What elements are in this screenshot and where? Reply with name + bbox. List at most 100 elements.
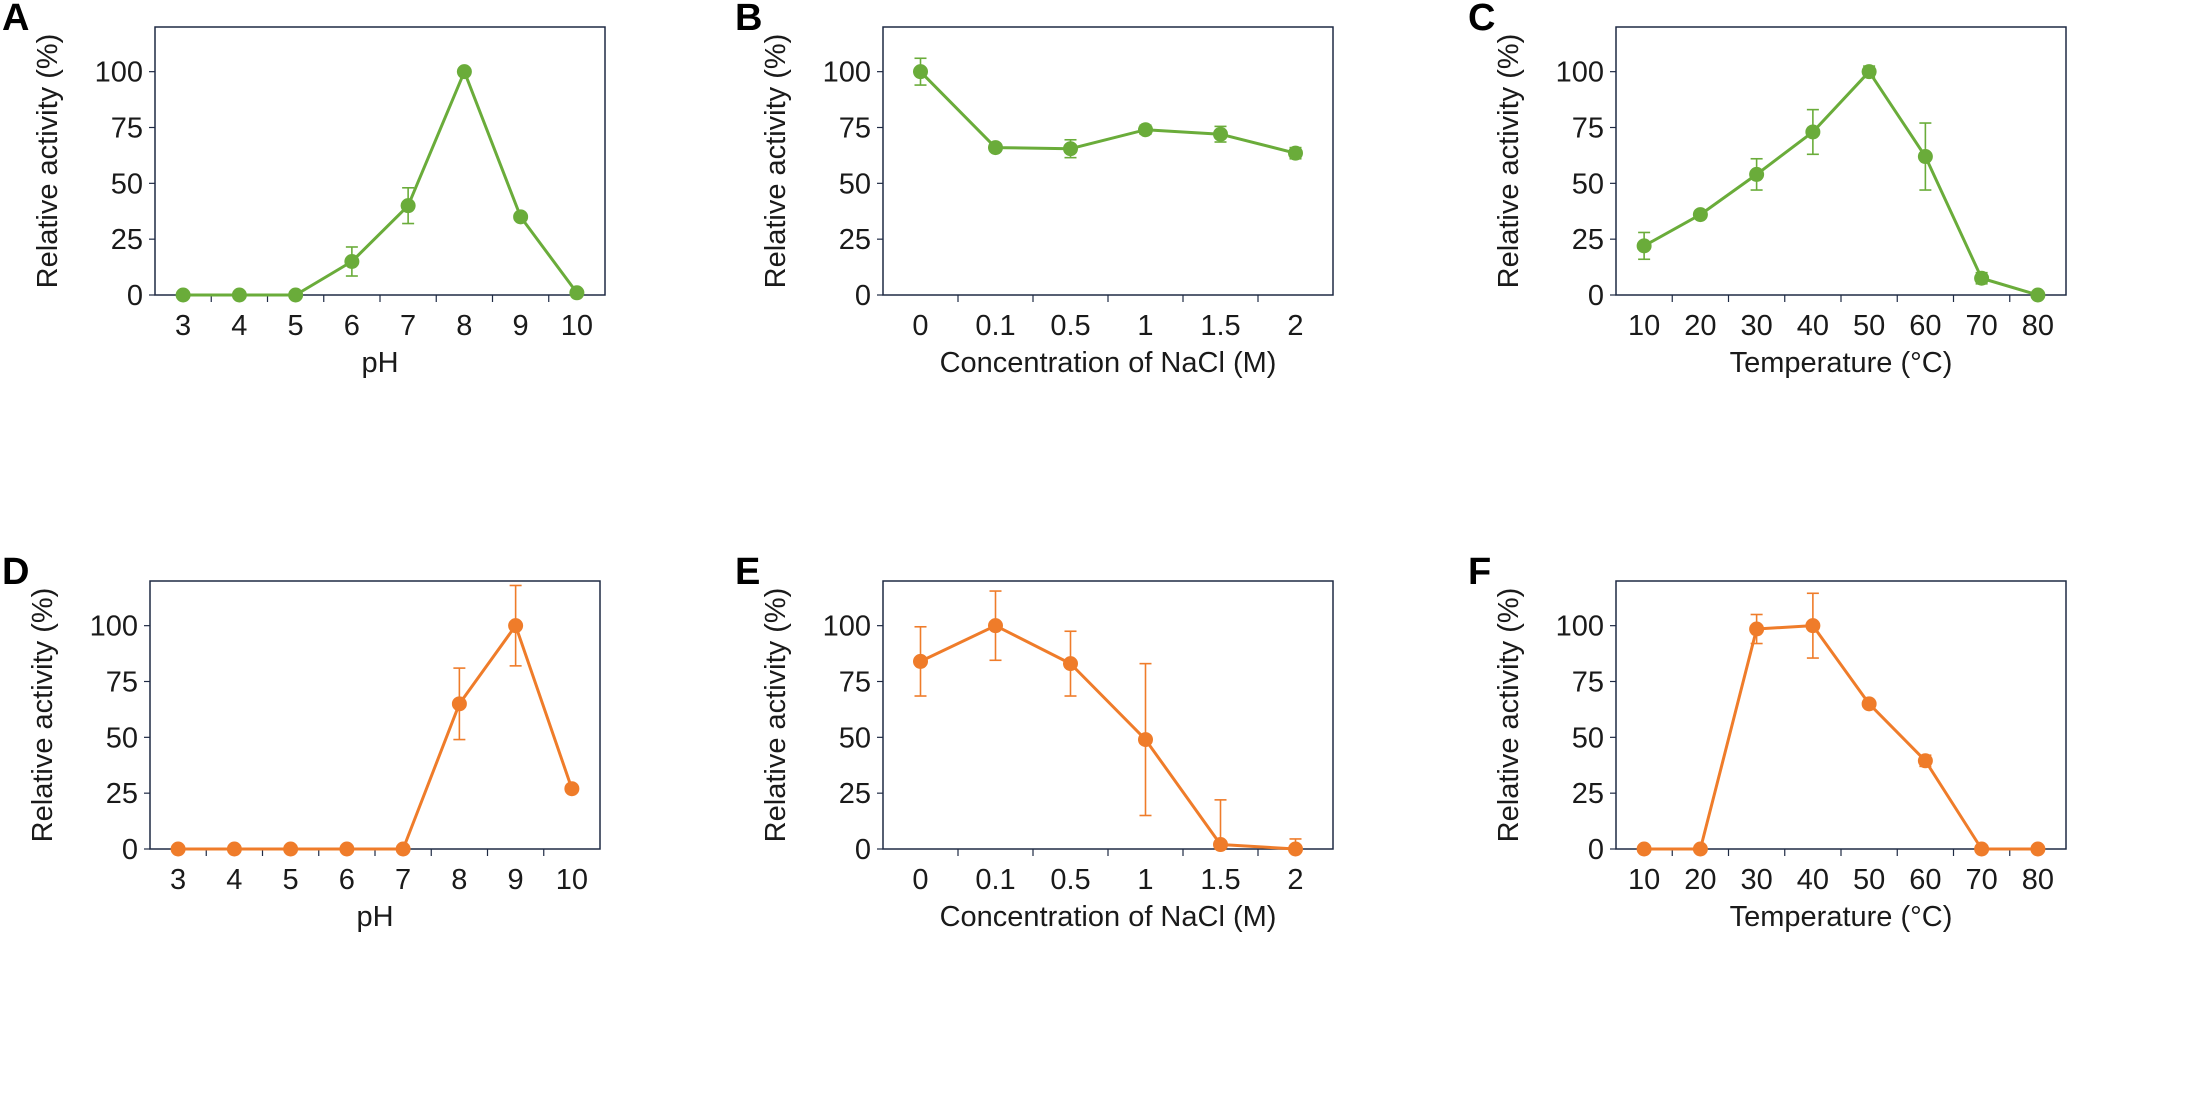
data-point: [1861, 696, 1877, 712]
data-point: [395, 841, 411, 857]
x-tick-label: 1: [1137, 864, 1153, 896]
y-axis-label: Relative activity (%): [760, 588, 792, 843]
x-tick-label: 8: [456, 310, 472, 342]
data-point: [400, 198, 416, 214]
data-point: [1063, 141, 1078, 157]
plot-frame: [882, 580, 1334, 850]
data-point: [344, 254, 360, 269]
data-point: [288, 287, 304, 303]
data-point: [913, 64, 928, 80]
y-tick-label: 100: [1556, 57, 1604, 89]
y-tick-label: 100: [823, 57, 871, 89]
data-point: [1138, 122, 1153, 138]
x-tick-labels: 10 20 30 40 50 60 70 80: [1628, 849, 2054, 896]
y-tick-label: 25: [839, 778, 871, 810]
data-series: [913, 590, 1303, 857]
y-tick-label: 75: [839, 113, 871, 145]
x-axis-label: Concentration of NaCl (M): [940, 901, 1277, 933]
y-tick-label: 0: [855, 834, 871, 866]
y-tick-label: 0: [122, 834, 138, 866]
x-tick-label: 0.1: [975, 864, 1015, 896]
series-line: [1643, 70, 2039, 297]
y-axis-label: Relative activity (%): [1493, 588, 1525, 843]
x-tick-label: 9: [513, 310, 529, 342]
series-line: [919, 624, 1296, 851]
y-tick-label: 75: [106, 667, 138, 699]
y-tick-label: 25: [1572, 778, 1604, 810]
y-tick-label: 0: [855, 280, 871, 312]
panel-d: D 0 25 50 75 100 3 4 5 6 7 8 9 10 Relative activity…: [0, 551, 733, 1107]
series-line: [183, 70, 579, 297]
x-tick-label: 70: [1965, 864, 1997, 896]
data-point: [1974, 270, 1990, 286]
data-point: [1063, 656, 1078, 672]
data-point: [456, 64, 472, 80]
x-tick-label: 10: [1628, 310, 1660, 342]
x-tick-label: 5: [288, 310, 304, 342]
plot-frame: [1615, 26, 2067, 296]
x-tick-label: 70: [1965, 310, 1997, 342]
y-axis-label: Relative activity (%): [27, 588, 59, 843]
data-point: [1288, 145, 1303, 161]
y-tick-label: 75: [1572, 667, 1604, 699]
x-tick-label: 6: [344, 310, 360, 342]
data-point: [451, 696, 467, 712]
y-tick-label: 50: [1572, 722, 1604, 754]
data-series: [913, 57, 1303, 161]
x-tick-label: 3: [170, 864, 186, 896]
data-series: [175, 64, 585, 303]
x-tick-label: 10: [1628, 864, 1660, 896]
x-tick-label: 40: [1797, 864, 1829, 896]
x-tick-labels: 0 0.1 0.5 1 1.5 2: [912, 849, 1304, 896]
x-tick-label: 0: [912, 864, 928, 896]
data-point: [175, 287, 191, 303]
data-point: [170, 841, 186, 857]
x-tick-label: 2: [1287, 310, 1303, 342]
data-point: [988, 140, 1003, 156]
x-tick-label: 20: [1684, 864, 1716, 896]
data-point: [513, 209, 529, 225]
panel-b-label: B: [735, 0, 762, 39]
x-tick-label: 30: [1740, 864, 1772, 896]
y-tick-label: 0: [1588, 834, 1604, 866]
y-tick-label: 50: [106, 722, 138, 754]
x-tick-label: 5: [283, 864, 299, 896]
y-tick-label: 0: [127, 280, 143, 312]
panel-f: F 0 25 50 75 100 10 20 30 40 50 60 70 80 Relative a…: [1466, 551, 2199, 1107]
panel-d-label: D: [2, 551, 29, 593]
panel-a: A 0 25 50 75 100 3 4 5 6 7 8 9 10 Relative activity…: [0, 0, 733, 553]
data-point: [1861, 64, 1877, 80]
x-tick-label: 2: [1287, 864, 1303, 896]
data-point: [231, 287, 247, 303]
data-point: [2030, 287, 2046, 303]
data-point: [1213, 126, 1228, 142]
data-point: [1692, 207, 1708, 223]
plot-frame: [149, 580, 601, 850]
x-tick-labels: 3 4 5 6 7 8 9 10: [175, 295, 593, 342]
data-point: [1213, 837, 1228, 853]
panel-d-chart: D 0 25 50 75 100 3 4 5 6 7 8 9 10 Relative activity…: [2, 551, 601, 933]
data-series: [170, 584, 580, 857]
x-tick-label: 60: [1909, 864, 1941, 896]
panel-e-label: E: [735, 551, 760, 593]
x-tick-label: 50: [1853, 310, 1885, 342]
y-tick-label: 50: [839, 168, 871, 200]
data-point: [1636, 841, 1652, 857]
x-tick-label: 30: [1740, 310, 1772, 342]
data-point: [1749, 621, 1765, 637]
data-point: [1138, 732, 1153, 748]
y-axis-label: Relative activity (%): [32, 34, 64, 289]
panel-f-label: F: [1468, 551, 1491, 593]
y-tick-label: 75: [111, 113, 143, 145]
x-tick-label: 80: [2022, 864, 2054, 896]
y-tick-label: 100: [1556, 611, 1604, 643]
y-tick-label: 100: [823, 611, 871, 643]
data-point: [226, 841, 242, 857]
x-tick-label: 4: [226, 864, 242, 896]
x-tick-label: 10: [561, 310, 593, 342]
panel-c-label: C: [1468, 0, 1495, 39]
y-tick-labels: 0 25 50 75 100: [90, 611, 150, 866]
x-axis-label: Temperature (°C): [1730, 347, 1953, 379]
x-tick-label: 40: [1797, 310, 1829, 342]
y-tick-label: 50: [1572, 168, 1604, 200]
